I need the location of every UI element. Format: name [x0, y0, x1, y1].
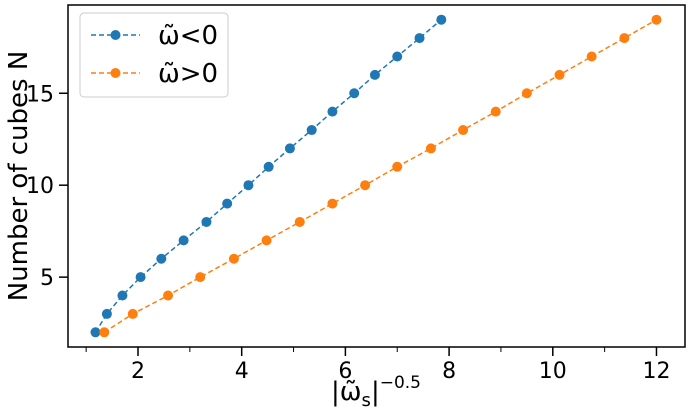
data-point [458, 125, 469, 136]
data-point [554, 69, 565, 80]
data-point [201, 216, 212, 227]
data-point [135, 272, 146, 283]
y-tick-label: 10 [26, 174, 54, 199]
legend-label: ω̃>0 [158, 59, 218, 89]
plot-frame [67, 4, 686, 348]
data-point [90, 327, 101, 338]
legend-label: ω̃<0 [158, 21, 218, 51]
legend: ω̃<0 ω̃>0 [79, 12, 229, 98]
data-point [222, 198, 233, 209]
x-tick-label: 2 [131, 359, 145, 384]
data-point [349, 88, 360, 99]
data-point [228, 253, 239, 264]
data-point [127, 308, 138, 319]
data-point [369, 69, 380, 80]
data-point [101, 308, 112, 319]
data-point [178, 235, 189, 246]
y-axis-label: Number of cubes N [4, 51, 34, 302]
data-point [195, 272, 206, 283]
series-layer [90, 14, 662, 338]
x-tick-label: 10 [539, 359, 567, 384]
x-axis-ticks: 2 4 6 8 10 12 [85, 347, 670, 384]
legend-marker [110, 68, 121, 78]
data-point [261, 235, 272, 246]
x-tick-label: 8 [442, 359, 456, 384]
data-point [263, 161, 274, 172]
data-point [327, 106, 338, 117]
data-point [651, 14, 662, 25]
data-point [436, 14, 447, 25]
y-tick-label: 5 [40, 266, 54, 291]
x-tick-label: 4 [235, 359, 249, 384]
data-point [586, 51, 597, 62]
legend-marker [110, 30, 121, 40]
data-point [284, 143, 295, 154]
data-point [521, 88, 532, 99]
y-axis-ticks: 5 10 15 [26, 82, 68, 291]
data-point [163, 290, 174, 301]
series-line-2 [103, 19, 657, 333]
data-point [117, 290, 128, 301]
data-point [243, 180, 254, 191]
data-point [425, 143, 436, 154]
data-point [392, 161, 403, 172]
data-point [99, 327, 110, 338]
data-point [327, 198, 338, 209]
data-point [294, 216, 305, 227]
data-point [306, 125, 317, 136]
data-point [360, 180, 371, 191]
data-point [156, 253, 167, 264]
x-axis-label: |ω̃s|−0.5 [331, 373, 421, 411]
data-point [414, 33, 425, 44]
x-tick-label: 12 [642, 359, 670, 384]
data-point [619, 33, 630, 44]
data-point [490, 106, 501, 117]
data-point [392, 51, 403, 62]
y-tick-label: 15 [26, 82, 54, 107]
x-tick-label: 6 [338, 359, 352, 384]
